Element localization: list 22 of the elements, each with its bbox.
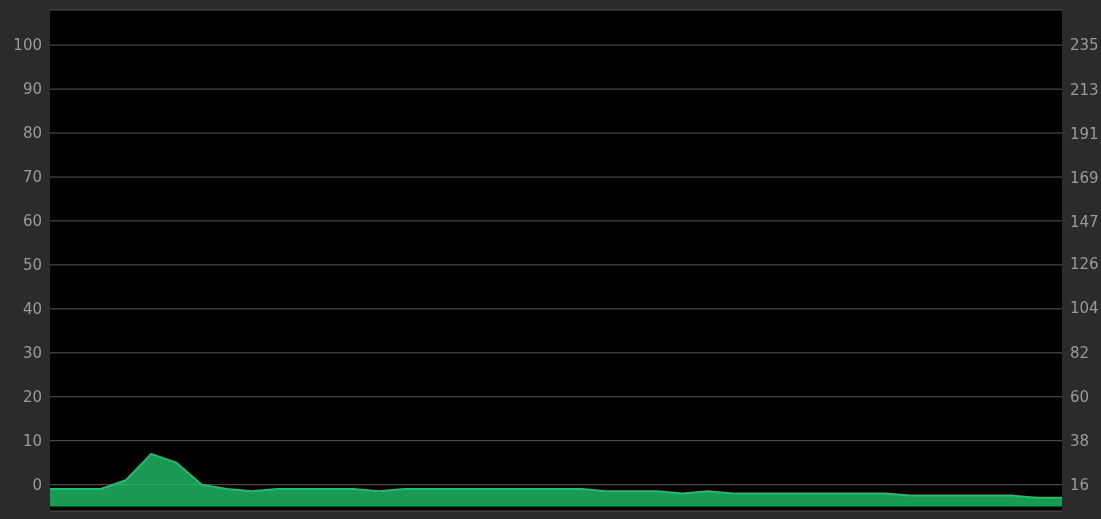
y-tick-label: 100 bbox=[13, 36, 42, 55]
y2-tick-label: 169 bbox=[1070, 168, 1099, 187]
y-tick-label: 0 bbox=[32, 475, 42, 494]
y-tick-label: 10 bbox=[22, 432, 42, 451]
y-tick-label: 90 bbox=[22, 80, 42, 99]
y2-tick-label: 60 bbox=[1070, 387, 1090, 406]
y2-tick-label: 126 bbox=[1070, 255, 1099, 274]
y2-tick-label: 104 bbox=[1070, 299, 1099, 318]
y2-tick-label: 16 bbox=[1070, 476, 1090, 495]
y2-tick-label: 235 bbox=[1070, 36, 1099, 55]
y2-tick-label: 213 bbox=[1070, 80, 1099, 99]
y-tick-label: 80 bbox=[22, 124, 42, 143]
y2-tick-label: 38 bbox=[1070, 431, 1090, 450]
y2-tick-label: 191 bbox=[1070, 124, 1099, 143]
y-tick-label: 70 bbox=[22, 168, 42, 187]
y2-tick-label: 82 bbox=[1070, 343, 1090, 362]
y-tick-label: 40 bbox=[22, 300, 42, 319]
y-tick-label: 60 bbox=[22, 212, 42, 231]
y-tick-label: 50 bbox=[22, 256, 42, 275]
y-tick-label: 30 bbox=[22, 344, 42, 363]
y2-tick-label: 147 bbox=[1070, 213, 1099, 232]
y-tick-label: 20 bbox=[22, 388, 42, 407]
